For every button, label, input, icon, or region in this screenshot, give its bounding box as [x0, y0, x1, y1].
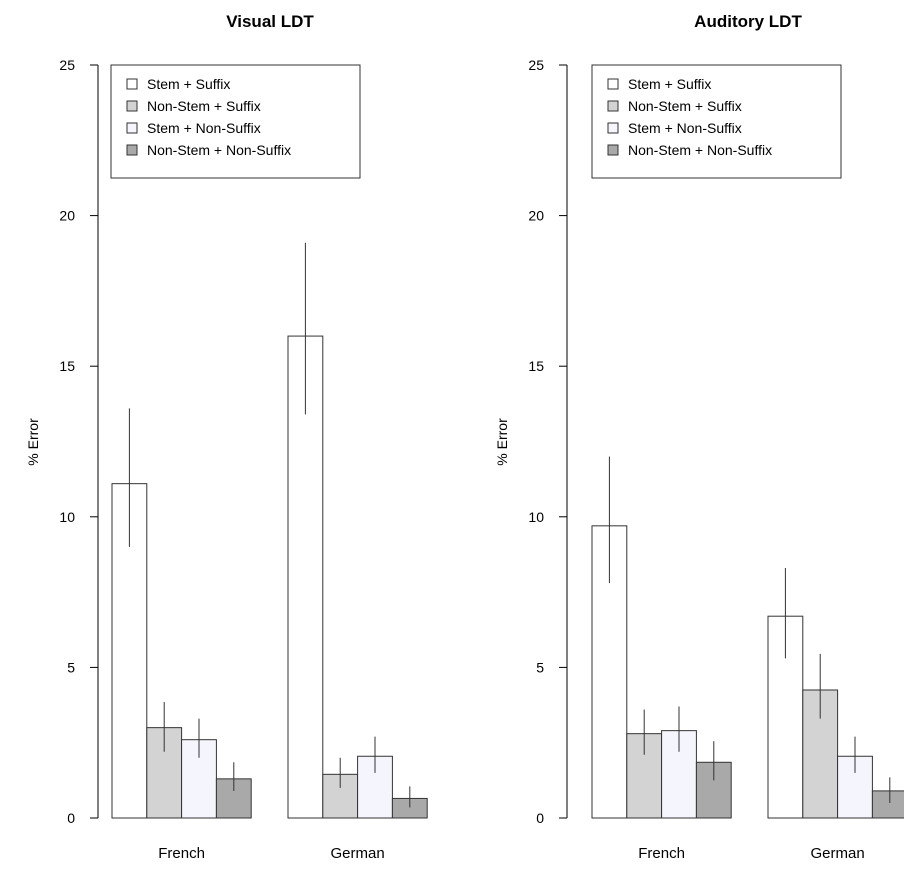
y-tick-label: 25 — [528, 57, 544, 73]
legend-swatch — [126, 122, 138, 134]
legend-label: Non-Stem + Suffix — [628, 98, 742, 114]
y-tick-label: 5 — [67, 659, 75, 675]
legend-label: Non-Stem + Non-Suffix — [628, 142, 772, 158]
y-tick-label: 10 — [528, 509, 544, 525]
chart-panel-2: Auditory LDT 0 5 10 15 20 25 % Error French Germa… — [494, 12, 904, 862]
x-tick-label: French — [638, 845, 685, 862]
legend: Stem + Suffix Non-Stem + Suffix Stem + Non… — [591, 64, 842, 179]
legend-label: Non-Stem + Suffix — [147, 98, 261, 114]
legend-label: Stem + Suffix — [628, 76, 711, 92]
legend-swatch — [126, 144, 138, 156]
legend-swatch — [607, 144, 619, 156]
bar — [871, 790, 904, 819]
legend: Stem + Suffix Non-Stem + Suffix Stem + Non… — [110, 64, 361, 179]
y-tick-label: 5 — [536, 659, 544, 675]
y-tick-label: 15 — [59, 358, 75, 374]
legend-box — [591, 64, 842, 179]
legend-swatch — [607, 78, 619, 90]
legend-label: Stem + Suffix — [147, 76, 230, 92]
chart-panel-1: Visual LDT 0 5 10 15 20 25 % Error French German S… — [25, 12, 428, 862]
y-axis-label: % Error — [25, 418, 41, 466]
y-tick-label: 10 — [59, 509, 75, 525]
y-tick-label: 25 — [59, 57, 75, 73]
legend-swatch — [607, 100, 619, 112]
legend-box — [110, 64, 361, 179]
bar — [287, 335, 324, 819]
y-tick-label: 0 — [67, 810, 75, 826]
x-tick-label: German — [331, 845, 385, 862]
legend-swatch — [607, 122, 619, 134]
legend-swatch — [126, 100, 138, 112]
y-tick-label: 20 — [59, 208, 75, 224]
y-tick-label: 15 — [528, 358, 544, 374]
x-tick-label: French — [158, 845, 205, 862]
y-tick-label: 20 — [528, 208, 544, 224]
y-axis-label: % Error — [494, 418, 510, 466]
chart-title: Visual LDT — [226, 12, 314, 31]
y-tick-label: 0 — [536, 810, 544, 826]
x-tick-label: German — [811, 845, 865, 862]
legend-label: Non-Stem + Non-Suffix — [147, 142, 291, 158]
legend-label: Stem + Non-Suffix — [147, 120, 261, 136]
chart-title: Auditory LDT — [694, 12, 802, 31]
legend-label: Stem + Non-Suffix — [628, 120, 742, 136]
legend-swatch — [126, 78, 138, 90]
